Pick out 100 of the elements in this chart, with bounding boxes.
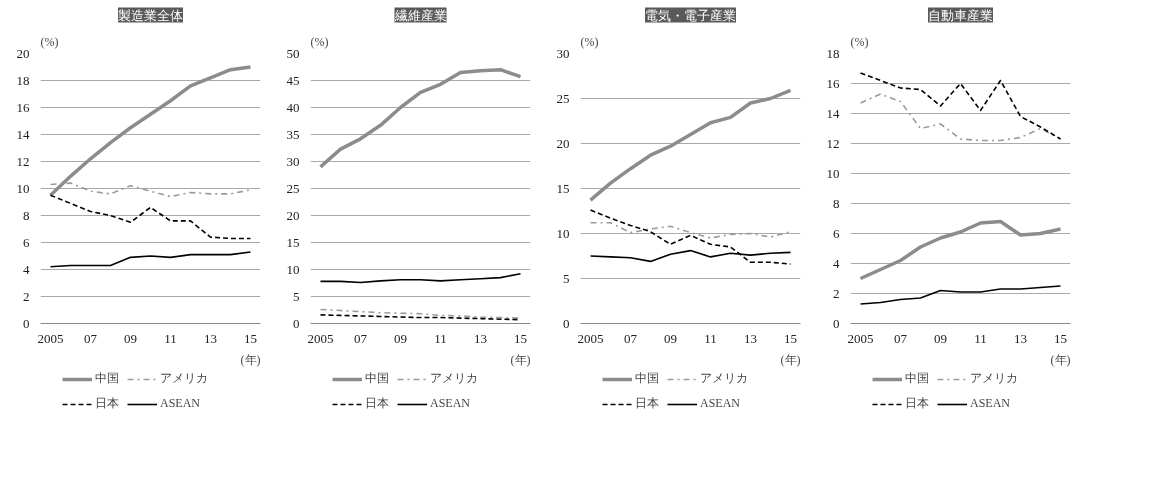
x-tick-label: 11 [704, 330, 717, 346]
y-tick-label: 12 [826, 135, 840, 151]
y-tick-label: 35 [286, 126, 300, 142]
chart-title: 自動車産業 [928, 7, 993, 23]
x-tick-label: 07 [354, 330, 368, 346]
chart-title: 製造業全体 [118, 7, 183, 23]
legend-label: アメリカ [969, 370, 1018, 387]
legend-label: 中国 [94, 370, 119, 387]
legend-label: 日本 [634, 395, 659, 412]
x-tick-label: 09 [664, 330, 677, 346]
legend-label: ASEAN [159, 396, 200, 411]
y-tick-label: 8 [833, 195, 840, 211]
y-tick-label: 15 [556, 180, 570, 196]
y-tick-label: 5 [293, 288, 300, 304]
y-tick-label: 0 [563, 315, 570, 331]
legend-label: 中国 [364, 370, 389, 387]
y-tick-label: 20 [16, 45, 30, 61]
y-tick-label: 6 [23, 234, 30, 250]
y-tick-label: 50 [286, 45, 300, 61]
y-tick-label: 12 [16, 153, 30, 169]
y-tick-label: 10 [826, 165, 840, 181]
line-series [49, 251, 252, 268]
x-tick-label: 09 [934, 330, 947, 346]
legend-label: ASEAN [969, 396, 1010, 411]
line-series [319, 273, 522, 284]
y-tick-label: 5 [563, 270, 570, 286]
legend-label: アメリカ [699, 370, 748, 387]
x-tick-label: 07 [84, 330, 98, 346]
line-series [318, 67, 523, 169]
legend-label: 中国 [904, 370, 929, 387]
x-tick-label: 13 [204, 330, 217, 346]
y-tick-label: 25 [286, 180, 300, 196]
y-tick-label: 10 [556, 225, 570, 241]
x-tick-label: 2005 [577, 330, 604, 346]
x-tick-label: 13 [744, 330, 757, 346]
legend-label: 日本 [364, 395, 389, 412]
y-tick-label: 20 [556, 135, 570, 151]
x-tick-label: 15 [514, 330, 527, 346]
legend-label: アメリカ [159, 370, 208, 387]
x-tick-label: 13 [1014, 330, 1027, 346]
y-tick-label: 4 [23, 261, 30, 277]
y-tick-label: 8 [23, 207, 30, 223]
y-tick-label: 14 [826, 105, 840, 121]
y-tick-label: 25 [556, 90, 570, 106]
y-tick-label: 16 [16, 99, 30, 115]
y-axis-title: (%) [850, 34, 869, 49]
legend-label: 中国 [634, 370, 659, 387]
x-tick-label: 2005 [307, 330, 334, 346]
y-tick-label: 18 [16, 72, 30, 88]
x-tick-label: 15 [1054, 330, 1067, 346]
y-tick-label: 2 [833, 285, 840, 301]
x-tick-label: 15 [784, 330, 797, 346]
x-tick-label: 15 [244, 330, 257, 346]
y-tick-label: 14 [16, 126, 30, 142]
legend-label: 日本 [904, 395, 929, 412]
y-tick-label: 30 [286, 153, 300, 169]
x-tick-label: 09 [124, 330, 137, 346]
y-axis-title: (%) [40, 34, 59, 49]
y-tick-label: 6 [833, 225, 840, 241]
chart-title: 電気・電子産業 [645, 7, 736, 23]
y-tick-label: 2 [23, 288, 30, 304]
x-tick-label: 11 [434, 330, 447, 346]
line-series [49, 194, 252, 240]
y-axis-title: (%) [580, 34, 599, 49]
y-tick-label: 40 [286, 99, 300, 115]
y-tick-label: 16 [826, 75, 840, 91]
y-tick-label: 10 [16, 180, 30, 196]
y-tick-label: 0 [23, 315, 30, 331]
line-series [858, 219, 1063, 281]
x-axis-title: (年) [1050, 352, 1071, 367]
x-axis-title: (年) [240, 352, 261, 367]
x-tick-label: 13 [474, 330, 487, 346]
legend-label: アメリカ [429, 370, 478, 387]
line-series [588, 88, 793, 202]
line-series [859, 285, 1062, 305]
legend-label: ASEAN [429, 396, 470, 411]
y-tick-label: 45 [286, 72, 300, 88]
y-tick-label: 15 [286, 234, 300, 250]
x-tick-label: 11 [974, 330, 987, 346]
line-series [48, 65, 253, 197]
y-tick-label: 20 [286, 207, 300, 223]
y-tick-label: 30 [556, 45, 570, 61]
x-tick-label: 09 [394, 330, 407, 346]
line-series [859, 72, 1062, 140]
x-tick-label: 11 [164, 330, 177, 346]
y-axis-title: (%) [310, 34, 329, 49]
chart-title: 繊維産業 [393, 7, 447, 23]
legend-label: 日本 [94, 395, 119, 412]
y-tick-label: 0 [833, 315, 840, 331]
y-tick-label: 0 [293, 315, 300, 331]
line-series [589, 209, 792, 265]
x-tick-label: 07 [624, 330, 638, 346]
y-tick-label: 10 [286, 261, 300, 277]
line-series [589, 221, 792, 239]
x-axis-title: (年) [780, 352, 801, 367]
line-series [49, 182, 252, 198]
x-tick-label: 2005 [847, 330, 874, 346]
x-axis-title: (年) [510, 352, 531, 367]
x-tick-label: 07 [894, 330, 908, 346]
y-tick-label: 4 [833, 255, 840, 271]
